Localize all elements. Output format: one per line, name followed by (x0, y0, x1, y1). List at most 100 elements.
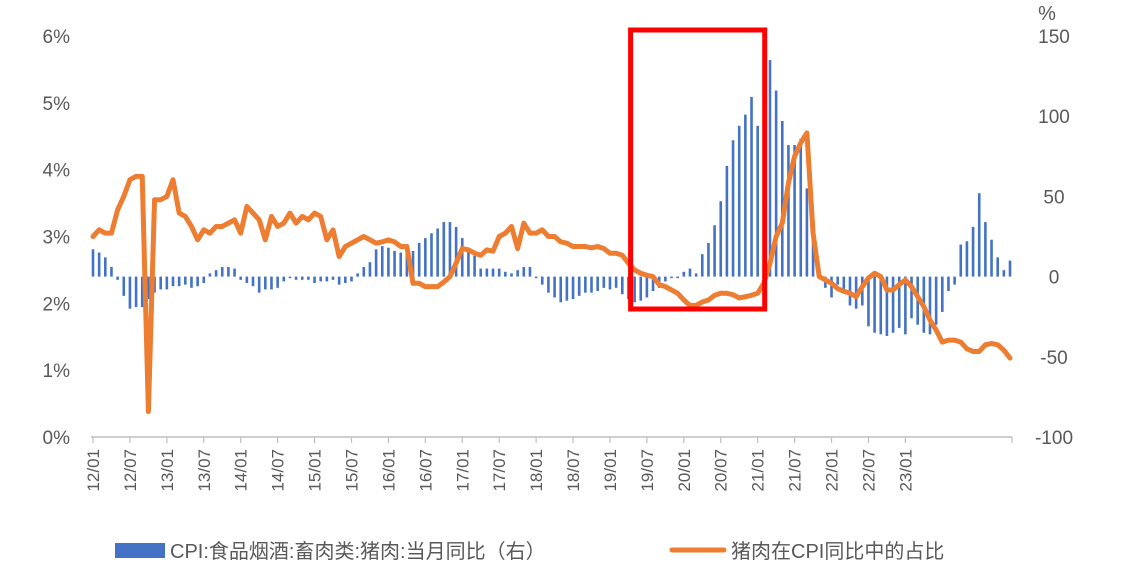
bar-129 (885, 276, 889, 336)
bar-112 (780, 121, 784, 277)
bar-71 (528, 266, 532, 277)
bar-27 (257, 276, 261, 293)
x-tick-label-22: 23/01 (896, 449, 915, 492)
bar-58 (448, 222, 452, 277)
left-tick-label-1: 1% (43, 361, 71, 382)
x-tick-label-20: 22/01 (823, 449, 842, 492)
bar-9 (147, 276, 150, 300)
x-tick-label-13: 18/07 (564, 449, 583, 492)
bar-136 (928, 276, 932, 335)
bar-41 (344, 276, 347, 284)
bar-85 (614, 276, 618, 288)
bar-2 (104, 257, 107, 277)
bar-88 (633, 276, 636, 303)
bar-1 (97, 252, 101, 277)
bar-130 (891, 276, 895, 333)
bar-44 (362, 266, 366, 277)
bar-95 (676, 276, 679, 279)
bar-79 (577, 276, 581, 296)
bar-34 (300, 276, 304, 280)
line-layer (90, 130, 1013, 415)
bar-104 (731, 140, 735, 277)
bar-18 (202, 276, 206, 284)
bar-40 (337, 276, 341, 285)
bar-97 (688, 268, 692, 277)
bar-144 (977, 193, 981, 277)
bar-96 (682, 271, 686, 277)
x-tick-label-12: 18/01 (527, 449, 546, 492)
bar-32 (288, 276, 292, 279)
bar-5 (122, 276, 126, 296)
bar-83 (602, 276, 606, 288)
bar-77 (565, 276, 569, 301)
left-tick-label-3: 3% (43, 228, 71, 249)
x-tick-label-6: 15/01 (306, 449, 325, 492)
bar-26 (251, 276, 255, 287)
bar-139 (947, 276, 950, 292)
bar-19 (208, 273, 212, 277)
bar-78 (571, 276, 575, 300)
right-tick-label-4: 100 (1038, 107, 1070, 128)
bars-layer (91, 60, 1012, 336)
right-tick-label-5: 150 (1038, 27, 1070, 48)
bar-7 (134, 276, 138, 308)
bar-80 (584, 276, 587, 293)
bar-52 (411, 250, 415, 277)
bar-76 (559, 276, 563, 303)
bar-22 (227, 266, 230, 277)
bar-68 (510, 273, 513, 277)
bar-46 (374, 249, 378, 277)
x-tick-label-5: 14/07 (269, 449, 288, 492)
bar-122 (842, 276, 846, 293)
bar-131 (897, 276, 901, 328)
left-tick-label-4: 4% (43, 161, 71, 182)
x-tick-label-1: 12/07 (121, 449, 140, 492)
bar-21 (220, 266, 224, 277)
x-tick-label-0: 12/01 (84, 449, 103, 492)
legend: CPI:食品烟酒:畜肉类:猪肉:当月同比（右） 猪肉在CPI同比中的占比 (115, 540, 944, 563)
bar-13 (171, 276, 175, 287)
x-tick-label-2: 13/01 (158, 449, 177, 492)
legend-bar-label: CPI:食品烟酒:畜肉类:猪肉:当月同比（右） (170, 540, 546, 563)
bar-29 (270, 276, 273, 290)
bar-82 (596, 276, 599, 292)
left-tick-label-5: 5% (43, 94, 71, 115)
bar-132 (904, 276, 907, 335)
bar-105 (737, 125, 741, 277)
bar-30 (276, 276, 279, 288)
left-tick-label-2: 2% (43, 294, 71, 315)
left-tick-label-0: 0% (43, 428, 71, 449)
bar-43 (356, 273, 359, 277)
bar-143 (971, 226, 975, 277)
bar-106 (744, 114, 747, 277)
bar-149 (1008, 260, 1012, 277)
bar-113 (787, 145, 790, 277)
bar-89 (639, 276, 643, 301)
bar-8 (140, 276, 144, 308)
bar-81 (590, 276, 593, 293)
bar-53 (417, 242, 421, 277)
bar-141 (959, 244, 963, 277)
bar-142 (965, 241, 969, 277)
bar-67 (504, 271, 507, 277)
bar-11 (159, 276, 162, 290)
bar-17 (196, 276, 199, 287)
bar-38 (325, 276, 329, 282)
bar-47 (380, 246, 384, 277)
line-series-pork-share (90, 130, 1013, 415)
bar-100 (707, 242, 710, 277)
bar-55 (430, 233, 433, 277)
left-axis: 0% 1% 2% 3% 4% 5% 6% (43, 27, 71, 449)
bar-70 (522, 266, 526, 277)
bar-28 (264, 276, 267, 290)
bar-93 (664, 276, 667, 282)
bar-31 (282, 276, 286, 282)
left-tick-label-6: 6% (43, 27, 71, 48)
x-tick-label-19: 21/07 (786, 449, 805, 492)
right-tick-label-0: -100 (1035, 428, 1073, 449)
bar-33 (294, 276, 298, 280)
bar-127 (873, 276, 876, 333)
bar-50 (399, 252, 403, 277)
bar-24 (239, 276, 242, 280)
bar-60 (460, 238, 464, 277)
